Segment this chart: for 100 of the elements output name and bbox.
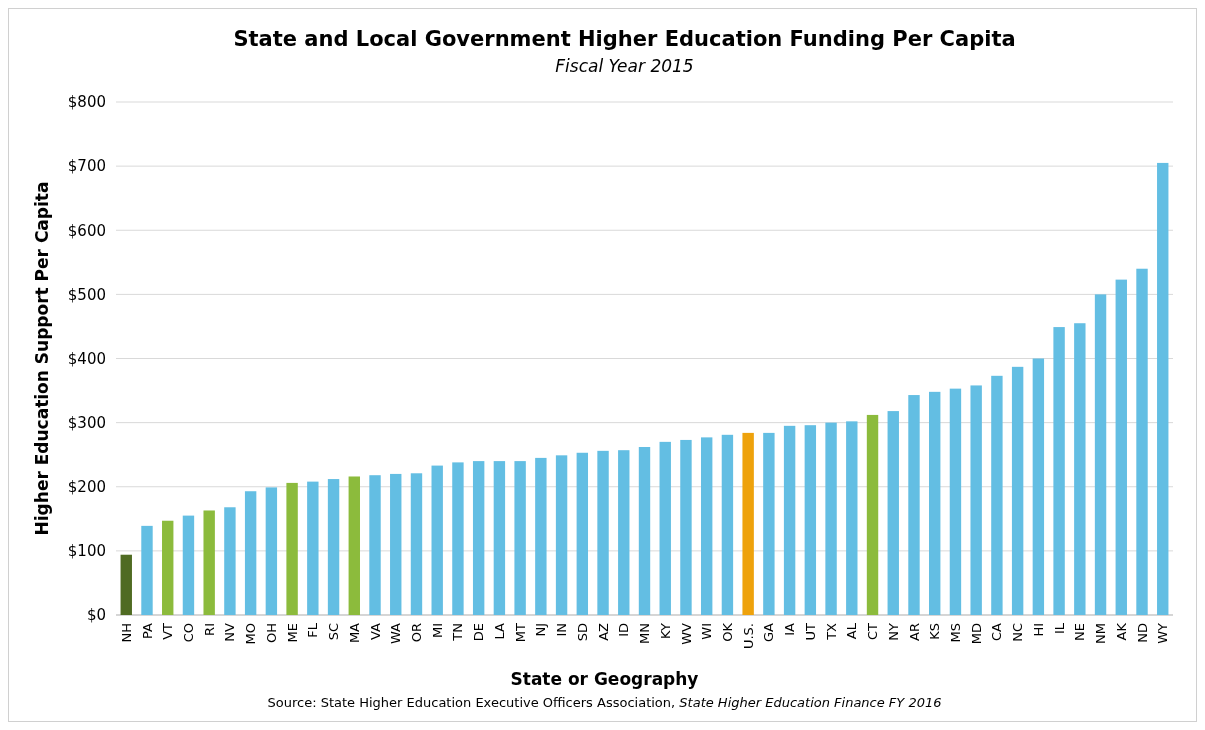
x-tick-label: AZ [595,622,611,641]
bar [472,461,485,615]
y-tick-label: $0 [86,606,106,625]
y-tick-label: $400 [67,349,106,368]
x-tick-label: VT [160,622,176,640]
bar [535,457,547,615]
bar [804,425,817,615]
x-tick-label: NM [1093,623,1109,644]
x-tick-label: SD [574,623,590,642]
bar [783,425,796,615]
x-tick-label: KS [927,623,943,640]
y-tick-label: $800 [67,93,106,112]
bar [1032,358,1045,615]
bar [224,507,236,615]
x-tick-label: DE [471,623,487,642]
y-tick-label: $200 [67,478,106,496]
x-tick-label: FL [305,622,321,638]
x-tick-label: NJ [533,623,549,637]
x-tick-label: SC [326,623,342,641]
bar [555,455,568,615]
x-tick-label: OR [409,623,425,643]
chart-subtitle: Fiscal Year 2015 [555,56,694,76]
x-tick-label: OH [263,623,279,644]
x-tick-label: MT [512,622,528,643]
x-tick-label: MD [968,623,984,645]
bar [721,434,734,615]
bar [680,439,692,615]
bar [887,411,899,615]
x-tick-label: MI [429,623,445,639]
x-axis-title: State or Geography [510,669,699,689]
x-tick-label: CO [181,623,196,643]
bar [141,525,153,615]
x-tick-label: WI [699,623,715,640]
bar [286,482,298,615]
bar [1011,366,1024,615]
bar [265,487,278,615]
x-tick-label: IN [554,623,570,637]
bar [1053,327,1065,615]
x-tick-label: HI [1030,623,1046,637]
bar [410,473,423,615]
x-tick-label: KY [657,622,673,640]
x-tick-label: WY [1155,622,1171,644]
x-tick-label: GA [761,622,777,642]
bar [949,388,962,615]
x-tick-label: UT [802,622,818,641]
bar [369,475,381,615]
bar [970,385,982,615]
x-tick-label: ND [1134,623,1150,643]
bar [1115,279,1127,615]
bar [244,491,257,615]
x-tick-label: CA [989,622,1005,641]
x-tick-label: AK [1113,622,1129,641]
x-tick-label: LA [491,622,507,640]
bar [493,461,506,615]
chart-title: State and Local Government Higher Education Funding Per Capita [233,27,1016,51]
x-tick-label: VA [367,622,383,640]
x-tick-label: WA [388,622,404,645]
x-tick-label: MS [947,623,963,643]
bar [390,473,402,615]
bar [162,520,174,615]
y-tick-label: $600 [67,221,106,240]
bar [846,421,858,615]
x-tick-label: WV [678,622,694,645]
y-tick-label: $100 [67,542,106,561]
x-tick-label: NH [118,623,134,643]
bar [929,391,941,615]
bar [576,452,589,615]
x-tick-label: AR [906,623,922,641]
x-tick-label: AL [844,622,860,640]
bar [327,479,340,615]
bar [182,515,195,615]
y-axis-title: Higher Education Support Per Capita [32,181,52,536]
x-tick-label: U.S. [740,623,756,650]
x-tick-label: TN [450,623,466,642]
bar [431,465,443,615]
x-tick-label: RI [201,623,217,636]
x-tick-label: ME [284,623,300,643]
x-tick-label: MN [637,623,653,644]
bar [348,476,360,615]
bar [638,446,651,615]
x-tick-label: CT [865,622,881,641]
x-tick-label: ID [616,623,632,637]
source-note: Source: State Higher Education Executive Officers Association, State Higher Education Finance FY 2016 [267,695,942,710]
bar [1157,162,1169,615]
x-tick-label: NC [1010,623,1026,642]
x-tick-label: MA [346,622,362,644]
x-tick-label: NV [222,622,238,642]
x-tick-label: NY [885,622,901,641]
bar [307,481,319,615]
bar [1074,323,1086,615]
bar [659,441,671,615]
bar [1094,294,1107,615]
x-tick-label: IA [782,622,798,636]
x-tick-label: MO [243,623,259,645]
x-tick-label: NE [1072,623,1088,641]
bar [866,414,879,615]
x-tick-label: TX [823,622,839,641]
bar [991,375,1003,615]
bar [1136,268,1148,615]
x-tick-label: PA [139,622,155,639]
